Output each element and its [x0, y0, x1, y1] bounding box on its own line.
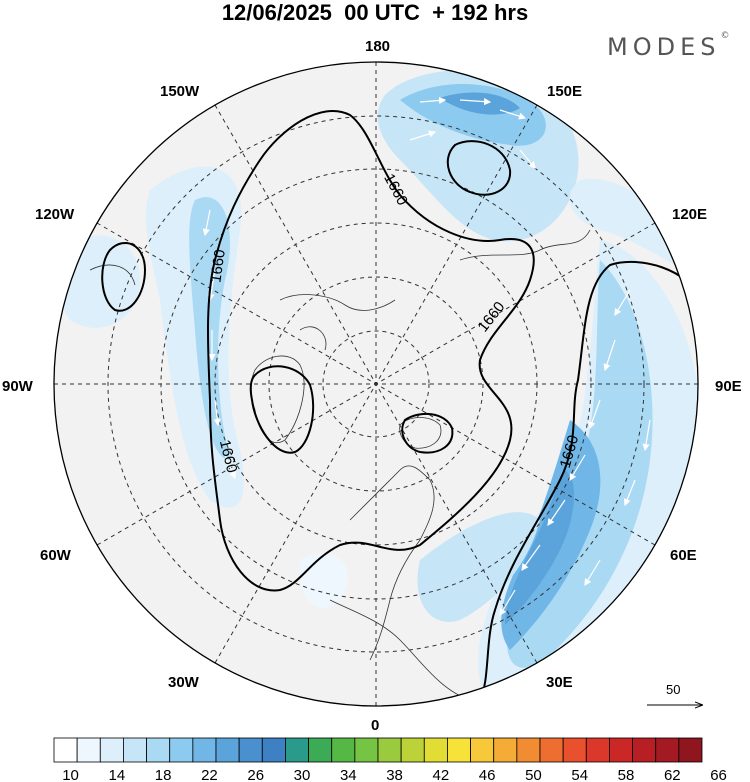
- contour-east: [478, 260, 698, 701]
- colorbar-swatch: [632, 737, 657, 763]
- colorbar-swatch: [99, 737, 124, 763]
- colorbar-swatch: [76, 737, 101, 763]
- colorbar-swatch: [516, 737, 541, 763]
- colorbar-swatch: [562, 737, 587, 763]
- colorbar-swatch: [377, 737, 402, 763]
- colorbar-swatch: [215, 737, 240, 763]
- colorbar-tick-label: 14: [109, 767, 126, 782]
- map-title: 12/06/2025 00 UTC + 192 hrs: [221, 0, 529, 25]
- colorbar-tick-label: 62: [664, 767, 681, 782]
- lon-label-30w: 30W: [168, 674, 200, 691]
- brand-mark: ©: [720, 31, 730, 41]
- lon-label-90w: 90W: [2, 378, 34, 395]
- brand-logo: MODES©: [607, 31, 730, 61]
- graticule: [54, 62, 698, 706]
- colorbar-tick-label: 30: [294, 767, 311, 782]
- map-border: [53, 61, 699, 707]
- colorbar-swatch: [238, 737, 263, 763]
- colorbar-swatch: [169, 737, 194, 763]
- wind-vectors: [202, 96, 651, 617]
- colorbar-tick-label: 46: [479, 767, 496, 782]
- contour-label: 1660: [207, 248, 228, 283]
- contour-europe-low: [401, 412, 454, 454]
- contour-main: [206, 110, 535, 592]
- colorbar-swatch: [308, 737, 333, 763]
- contour-greenland-low: [249, 365, 315, 454]
- lon-label-60e: 60E: [670, 547, 697, 564]
- lon-label-30e: 30E: [546, 674, 573, 691]
- colorbar-tick-label: 34: [340, 767, 357, 782]
- lon-label-60w: 60W: [40, 547, 72, 564]
- colorbar-swatch: [354, 737, 379, 763]
- coastlines: [89, 229, 591, 701]
- lon-label-150w: 150W: [160, 83, 200, 100]
- colorbar: [53, 737, 703, 763]
- colorbar-tick-label: 10: [62, 767, 79, 782]
- colorbar-swatch: [400, 737, 425, 763]
- colorbar-swatch: [678, 737, 703, 763]
- colorbar-swatch: [261, 737, 286, 763]
- lon-label-180: 180: [365, 38, 390, 55]
- colorbar-swatch: [493, 737, 518, 763]
- colorbar-swatch: [539, 737, 564, 763]
- colorbar-swatch: [192, 737, 217, 763]
- colorbar-swatch: [331, 737, 356, 763]
- colorbar-tick-label: 50: [525, 767, 542, 782]
- colorbar-swatch: [285, 737, 309, 763]
- colorbar-tick-label: 26: [247, 767, 264, 782]
- reference-vector: 50: [647, 682, 702, 705]
- colorbar-tick-label: 18: [155, 767, 172, 782]
- colorbar-tick-label: 22: [201, 767, 218, 782]
- colorbar-swatch: [585, 737, 610, 763]
- colorbar-tick-label: 54: [571, 767, 588, 782]
- lon-label-90e: 90E: [715, 378, 742, 395]
- colorbar-tick-label: 66: [710, 767, 727, 782]
- lon-label-150e: 150E: [547, 83, 582, 100]
- height-contours: [101, 110, 698, 701]
- longitude-labels: 180 150E 120E 90E 60E 30E 0 30W 60W 90W …: [2, 38, 742, 734]
- colorbar-swatch: [470, 737, 495, 763]
- brand-name: MODES: [607, 33, 721, 61]
- lon-label-120e: 120E: [672, 206, 707, 223]
- lon-label-120w: 120W: [35, 206, 75, 223]
- colorbar-tick-label: 42: [433, 767, 450, 782]
- colorbar-tick-label: 38: [386, 767, 403, 782]
- colorbar-swatch: [53, 737, 78, 763]
- colorbar-swatch: [609, 737, 633, 763]
- colorbar-tick-labels: 10141822263034384246505458626670: [62, 767, 727, 782]
- lon-label-0: 0: [371, 717, 379, 734]
- reference-vector-label: 50: [666, 682, 680, 697]
- colorbar-swatch: [655, 737, 680, 763]
- contour-west-low: [101, 241, 147, 312]
- colorbar-swatch: [447, 737, 471, 763]
- colorbar-tick-label: 58: [618, 767, 635, 782]
- colorbar-swatch: [423, 737, 448, 763]
- colorbar-swatch: [146, 737, 171, 763]
- contour-pacific-low: [446, 140, 512, 196]
- colorbar-swatch: [123, 737, 147, 763]
